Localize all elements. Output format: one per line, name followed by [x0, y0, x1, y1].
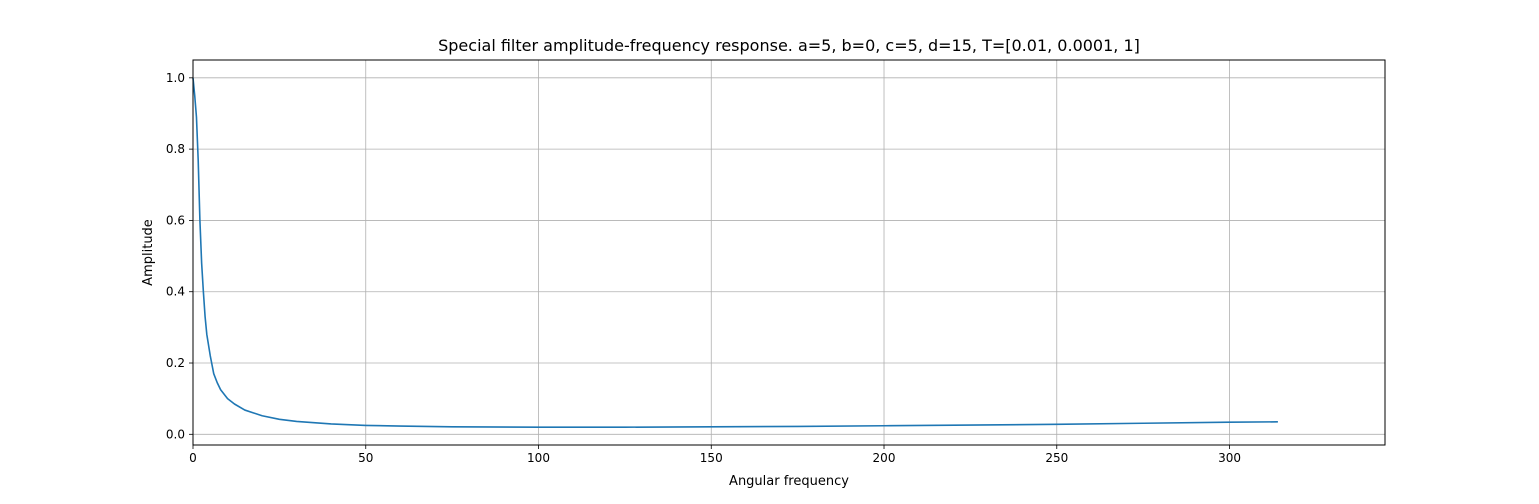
series-layer [192, 77, 1278, 428]
grid-layer [192, 60, 1385, 445]
x-tick-label: 150 [700, 451, 723, 465]
y-tick-label: 0.2 [166, 356, 185, 370]
y-tick-label: 0.8 [166, 142, 185, 156]
y-tick-label: 1.0 [166, 71, 185, 85]
plot-frame [192, 59, 1386, 446]
x-tick-label: 200 [873, 451, 896, 465]
x-axis-label: Angular frequency [729, 474, 849, 489]
y-axis-label: Amplitude [141, 219, 156, 286]
y-tick-label: 0.4 [166, 285, 185, 299]
chart-title: Special filter amplitude-frequency respo… [438, 36, 1140, 55]
x-tick-label: 300 [1218, 451, 1241, 465]
x-tick-label: 0 [189, 451, 197, 465]
x-tick-label: 50 [358, 451, 373, 465]
series-line [192, 77, 1278, 428]
y-tick-label: 0.0 [166, 427, 185, 441]
x-tick-label: 100 [527, 451, 550, 465]
x-tick-label: 250 [1045, 451, 1068, 465]
y-tick-label: 0.6 [166, 213, 185, 227]
tick-layer: 0 50 100 150 200 250 300 0.0 0.2 0.4 0.6 0.8 1.0 [166, 71, 1241, 465]
